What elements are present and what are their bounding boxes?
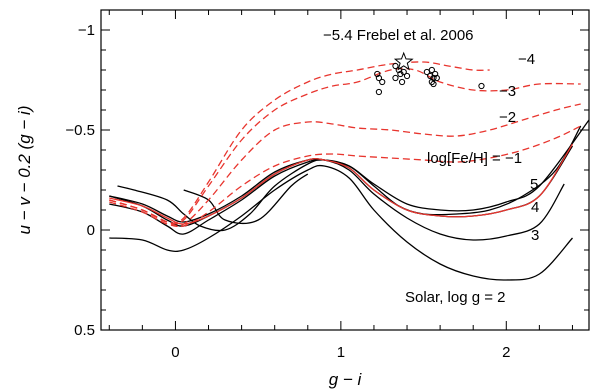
series-line-solar-6 — [183, 173, 309, 225]
label-logg5: 5 — [530, 176, 538, 193]
star-point — [374, 70, 381, 78]
label-metal-minus2: −2 — [499, 109, 516, 126]
star-point — [430, 80, 437, 88]
x-tick-label: 2 — [502, 344, 510, 361]
star-point — [433, 74, 440, 82]
label-solar-logg2: Solar, log g = 2 — [405, 289, 506, 306]
star-point — [432, 70, 439, 78]
y-axis-label: u − v − 0.2 (g − i) — [15, 106, 34, 235]
label-metal-minus4: −4 — [518, 51, 535, 68]
x-axis-label: g − i — [329, 370, 363, 389]
star-point — [397, 70, 404, 78]
stars-layer — [374, 51, 485, 96]
star-point — [375, 74, 383, 82]
series-line-metal_poor-9 — [109, 103, 581, 227]
series-line-metal_poor-11 — [109, 61, 490, 224]
y-tick-label: 0.5 — [74, 322, 95, 339]
series-line-solar-2 — [109, 158, 565, 241]
series-line-metal_poor-7 — [109, 143, 574, 225]
y-tick-label: −1 — [78, 22, 95, 39]
star-point — [398, 78, 406, 86]
label-logg4: 4 — [531, 199, 539, 216]
star-point — [403, 72, 411, 80]
frebel-annotation: −5.4 Frebel et al. 2006 — [323, 27, 474, 44]
series-line-solar-1 — [109, 164, 573, 281]
star-point — [400, 68, 407, 76]
star-point — [392, 62, 399, 70]
plot-frame — [100, 9, 590, 331]
x-tick-label: 0 — [171, 344, 179, 361]
star-point — [430, 74, 437, 82]
star-point — [375, 88, 383, 96]
highlight-star-marker — [393, 51, 414, 71]
star-point — [428, 66, 435, 74]
label-metal-minus1: log[Fe/H] = −1 — [427, 150, 522, 167]
star-point — [392, 74, 399, 82]
curves-layer — [109, 61, 590, 281]
y-tick-label: 0 — [87, 222, 95, 239]
ticks-layer: 0 1 2 −1 −0.5 0 0.5 — [65, 9, 589, 361]
star-point — [478, 82, 485, 90]
x-tick-label: 1 — [337, 344, 345, 361]
y-tick-label: −0.5 — [65, 122, 95, 139]
label-metal-minus3: −3 — [499, 83, 516, 100]
series-line-metal_poor-8 — [109, 125, 581, 228]
label-logg3: 3 — [531, 227, 539, 244]
series-line-metal_poor-10 — [109, 67, 581, 225]
star-point — [379, 78, 386, 86]
